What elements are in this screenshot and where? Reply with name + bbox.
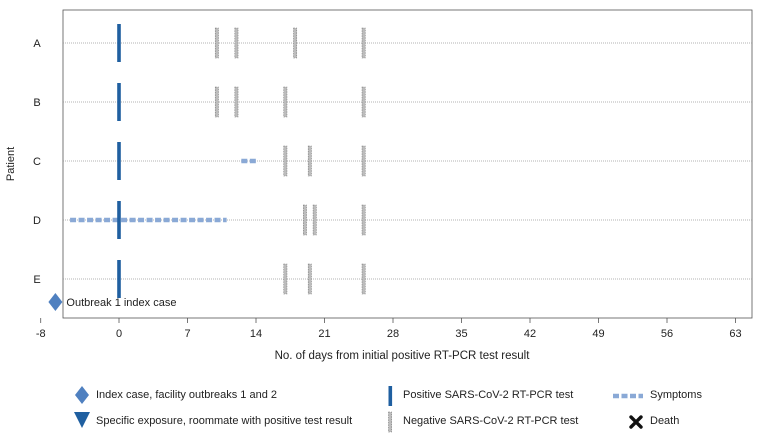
negative-test-b-2 bbox=[283, 86, 288, 118]
row-label-e: E bbox=[33, 274, 40, 286]
x-tick-label-35: 35 bbox=[455, 328, 467, 340]
index-case-marker-1 bbox=[48, 293, 63, 311]
negative-test-a-0 bbox=[214, 27, 219, 59]
negative-test-b-0 bbox=[214, 86, 219, 118]
legend-symptoms-label: Symptoms bbox=[650, 389, 702, 401]
negative-test-a-1 bbox=[234, 27, 239, 59]
x-tick-label-49: 49 bbox=[592, 328, 604, 340]
legend-negative-label: Negative SARS-CoV-2 RT-PCR test bbox=[403, 415, 579, 427]
negative-test-d-2 bbox=[361, 204, 366, 236]
plot-frame bbox=[62, 9, 753, 319]
legend-death-label: Death bbox=[650, 415, 680, 427]
x-tick-label--8: -8 bbox=[36, 328, 46, 340]
legend-positive-label: Positive SARS-CoV-2 RT-PCR test bbox=[403, 389, 574, 401]
legend-positive-icon bbox=[388, 386, 393, 406]
negative-test-c-0 bbox=[283, 145, 288, 177]
x-tick-label-28: 28 bbox=[387, 328, 399, 340]
row-label-c: C bbox=[33, 156, 41, 168]
negative-test-b-3 bbox=[361, 86, 366, 118]
positive-test-d-0 bbox=[117, 201, 121, 239]
x-tick-label-63: 63 bbox=[729, 328, 741, 340]
x-tick-label-42: 42 bbox=[524, 328, 536, 340]
row-label-d: D bbox=[33, 215, 41, 227]
x-tick-label-14: 14 bbox=[250, 328, 262, 340]
positive-test-b-0 bbox=[117, 83, 121, 121]
positive-test-a-0 bbox=[117, 24, 121, 62]
x-tick-label-7: 7 bbox=[184, 328, 190, 340]
row-label-a: A bbox=[33, 38, 41, 50]
positive-test-e-0 bbox=[117, 260, 121, 298]
y-axis-label: Patient bbox=[5, 147, 17, 181]
row-label-b: B bbox=[33, 97, 40, 109]
positive-test-c-0 bbox=[117, 142, 121, 180]
negative-test-e-0 bbox=[283, 263, 288, 295]
negative-test-c-2 bbox=[361, 145, 366, 177]
negative-test-a-2 bbox=[293, 27, 298, 59]
negative-test-e-2 bbox=[361, 263, 366, 295]
x-axis-label: No. of days from initial positive RT-PCR… bbox=[275, 350, 531, 362]
negative-test-c-1 bbox=[307, 145, 312, 177]
legend-exposure-label: Specific exposure, roommate with positiv… bbox=[96, 415, 353, 427]
x-tick-label-21: 21 bbox=[318, 328, 330, 340]
x-tick-label-0: 0 bbox=[116, 328, 122, 340]
legend-index-case-icon bbox=[75, 386, 89, 404]
negative-test-d-1 bbox=[312, 204, 317, 236]
legend-exposure-icon bbox=[74, 412, 90, 428]
legend-negative-icon bbox=[388, 411, 393, 433]
negative-test-d-0 bbox=[303, 204, 307, 236]
negative-test-b-1 bbox=[234, 86, 239, 118]
x-tick-label-56: 56 bbox=[661, 328, 673, 340]
negative-test-a-3 bbox=[361, 27, 366, 59]
negative-test-e-1 bbox=[307, 263, 312, 295]
legend-death-icon bbox=[629, 415, 643, 429]
legend-index-case-label: Index case, facility outbreaks 1 and 2 bbox=[96, 389, 277, 401]
index-case-label-1: Outbreak 1 index case bbox=[66, 297, 176, 309]
